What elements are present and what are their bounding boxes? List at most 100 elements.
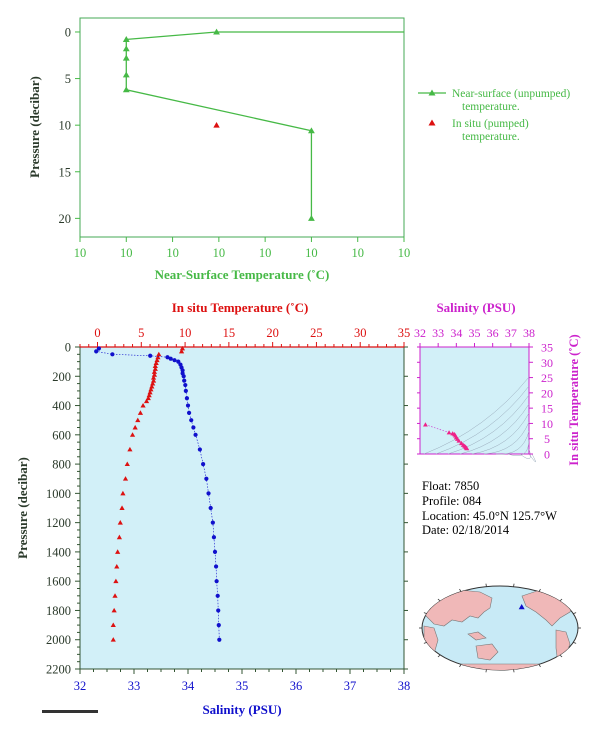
- temperature-point: [154, 357, 160, 363]
- salinity-point: [168, 356, 173, 361]
- ts-plot-area: [419, 346, 530, 455]
- temperature-point: [110, 637, 116, 642]
- near-surface-x-ticks: 10 10 10 10 10 10 10 10: [74, 237, 410, 260]
- temperature-point: [145, 395, 151, 401]
- profile-temperature-ticks: 0 5 10 15 20 25 30 35: [79, 326, 411, 348]
- map-graticule-tick: [437, 654, 441, 658]
- ts-temperature-tick-label: 15: [541, 402, 553, 416]
- info-profile: Profile: 084: [422, 494, 482, 508]
- salinity-point: [217, 637, 222, 642]
- salinity-point: [94, 349, 99, 354]
- near-surface-unpumped-point: [213, 28, 220, 35]
- salinity-point: [214, 579, 219, 584]
- ts-salinity-axis-label: Salinity (PSU): [436, 300, 515, 315]
- salinity-point: [197, 447, 202, 452]
- profile-pressure-tick-label: 1400: [46, 545, 71, 559]
- temperature-point: [151, 369, 158, 374]
- near-surface-x-tick-label: 10: [166, 246, 179, 260]
- near-surface-x-tick-label: 10: [74, 246, 87, 260]
- profile-pressure-axis-label: Pressure (decibar): [15, 457, 30, 559]
- ts-point: [423, 422, 428, 427]
- ts-temperature-tick-label: 30: [541, 356, 553, 370]
- ts-salinity-ticks: 32 33 34 35 36 37 38: [414, 326, 535, 347]
- ts-temperature-tick-label: 0: [544, 448, 550, 462]
- temperature-point: [146, 392, 152, 398]
- ts-point: [464, 446, 470, 451]
- profile-pressure-tick-label: 400: [52, 399, 71, 413]
- profile-salinity-tick-label: 36: [290, 679, 303, 693]
- ts-salinity-tick-label: 32: [414, 326, 426, 340]
- ts-temperature-tick-label: 20: [541, 386, 553, 400]
- near-surface-x-tick-label: 10: [351, 246, 364, 260]
- near-surface-unpumped-point: [122, 86, 130, 93]
- legend-marker-pumped: [428, 119, 436, 126]
- profile-salinity-axis-label: Salinity (PSU): [202, 702, 281, 717]
- legend-label-unpumped: Near-surface (unpumped) temperature.: [452, 88, 570, 113]
- near-surface-unpumped-point: [308, 127, 315, 134]
- map-graticule-tick: [513, 583, 515, 587]
- near-surface-y-axis-label: Pressure (decibar): [27, 76, 42, 178]
- salinity-point: [215, 593, 220, 598]
- map-graticule-tick: [538, 664, 541, 668]
- near-surface-unpumped-line: [125, 31, 404, 219]
- map-graticule-tick: [485, 669, 487, 673]
- near-surface-x-tick-label: 10: [120, 246, 133, 260]
- near-surface-y-tick-label: 0: [65, 25, 71, 39]
- near-surface-y-ticks: 0 5 10 15 20: [59, 25, 80, 226]
- ts-contour-line: [435, 385, 530, 455]
- salinity-point: [183, 388, 188, 394]
- temperature-point: [115, 549, 121, 554]
- salinity-point: [204, 476, 209, 481]
- near-surface-pumped-point: [213, 121, 220, 128]
- ts-salinity-tick-label: 35: [469, 326, 481, 340]
- near-surface-x-tick-label: 10: [305, 246, 318, 260]
- profile-pressure-tick-label: 1000: [46, 487, 71, 501]
- profile-temperature-tick-label: 25: [310, 326, 323, 340]
- temperature-point: [179, 345, 186, 351]
- map-graticule-tick: [437, 598, 441, 602]
- ts-contour-line: [507, 439, 530, 456]
- near-surface-unpumped-point: [122, 36, 130, 42]
- profile-panel: 0200400600800100012001400160018002000220…: [15, 300, 410, 717]
- ts-salinity-tick-label: 34: [450, 326, 462, 340]
- temperature-point: [152, 363, 158, 368]
- ts-points: [423, 422, 470, 451]
- info-location: Location: 45.0°N 125.7°W: [422, 509, 557, 523]
- near-surface-panel: 0 5 10 15 20 10 10 10 10 10 10 10 10 Pressure (deci…: [27, 17, 570, 282]
- profile-temperature-axis-label: In situ Temperature (˚C): [172, 300, 309, 315]
- profile-salinity-ticks: 32 33 34 35 36 37 38: [74, 669, 410, 693]
- salinity-point: [165, 355, 170, 360]
- salinity-point: [212, 549, 218, 555]
- temperature-point: [150, 378, 157, 383]
- temperature-point: [112, 593, 118, 598]
- salinity-point: [184, 396, 190, 401]
- map-land-indonesia: [467, 631, 487, 641]
- near-surface-x-tick-label: 10: [213, 246, 226, 260]
- map-graticule-tick: [459, 588, 462, 592]
- profile-temperature-tick-label: 15: [223, 326, 236, 340]
- ts-contour-line: [471, 412, 530, 455]
- ts-salinity-tick-label: 38: [523, 326, 535, 340]
- ts-temperature-tick-label: 25: [541, 371, 553, 385]
- temperature-point: [148, 386, 154, 392]
- profile-temperature-tick-label: 35: [398, 326, 411, 340]
- info-date: Date: 02/18/2014: [422, 523, 510, 537]
- temperature-point: [152, 366, 158, 371]
- salinity-point: [96, 346, 101, 351]
- map-graticule-tick: [459, 664, 462, 668]
- temperature-point: [129, 432, 136, 437]
- near-surface-legend: Near-surface (unpumped) temperature. In s…: [418, 88, 570, 143]
- ts-salinity-tick-label: 37: [505, 326, 517, 340]
- profile-temperature-tick-label: 20: [266, 326, 279, 340]
- ts-temperature-tick-label: 10: [541, 417, 553, 431]
- temperature-point: [150, 375, 157, 380]
- profile-temperature-tick-label: 30: [354, 326, 367, 340]
- profile-temperature-tick-label: 0: [94, 326, 100, 340]
- profile-pressure-tick-label: 200: [52, 370, 71, 384]
- profile-salinity-tick-label: 34: [182, 679, 195, 693]
- temperature-point: [132, 424, 138, 430]
- salinity-point: [186, 410, 192, 415]
- near-surface-plot-frame: [79, 17, 405, 238]
- ts-contour-line: [459, 403, 530, 455]
